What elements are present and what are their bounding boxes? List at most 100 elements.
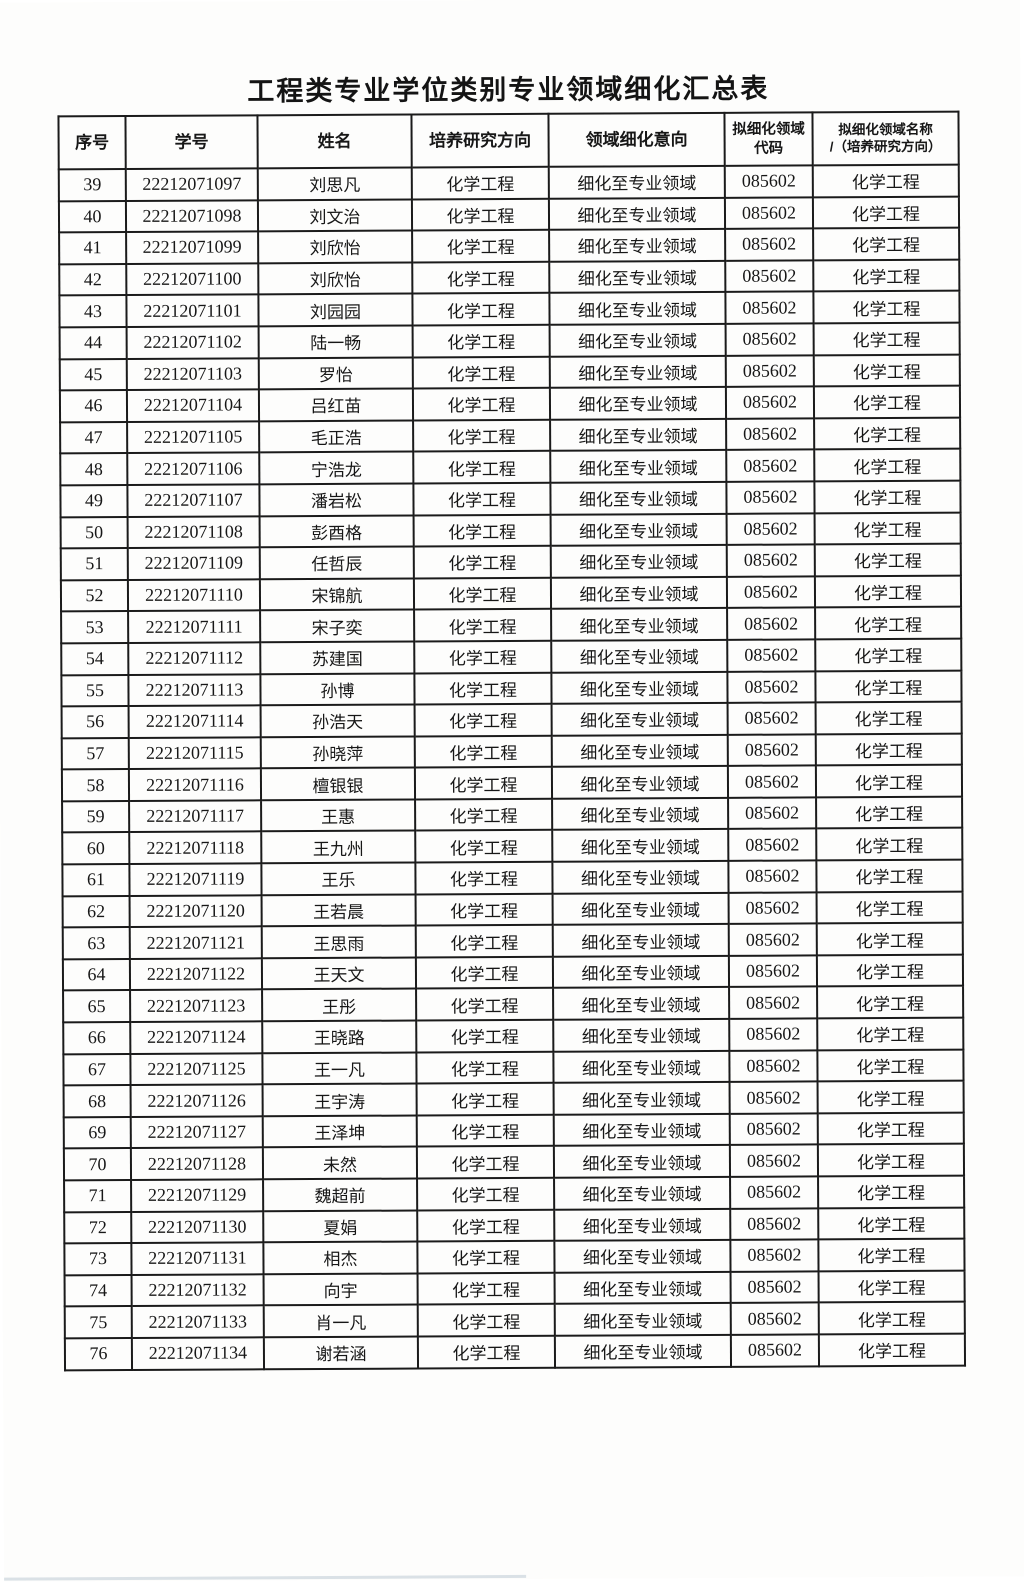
cell-name: 潘岩松: [259, 483, 414, 516]
cell-name: 魏超前: [263, 1178, 418, 1211]
cell-research-direction: 化学工程: [416, 1146, 555, 1179]
table-row: 67 22212071125 王一凡 化学工程 细化至专业领域 085602 化学工程: [63, 1049, 964, 1086]
cell-research-direction: 化学工程: [415, 956, 554, 989]
cell-index: 57: [61, 737, 129, 770]
cell-field-name: 化学工程: [812, 196, 960, 229]
cell-index: 61: [62, 864, 130, 897]
cell-field-name: 化学工程: [817, 1080, 964, 1114]
cell-field-code: 085602: [725, 354, 814, 388]
cell-name: 宋锦航: [259, 578, 415, 611]
cell-field-name: 化学工程: [815, 670, 962, 703]
cell-field-code: 085602: [730, 1334, 820, 1367]
cell-field-code: 085602: [727, 734, 816, 767]
cell-name: 夏娟: [263, 1210, 418, 1243]
cell-field-name: 化学工程: [813, 385, 961, 419]
cell-field-code: 085602: [728, 923, 817, 956]
cell-name: 肖一凡: [263, 1304, 418, 1338]
cell-field-name: 化学工程: [817, 1049, 964, 1082]
table-row: 46 22212071104 吕红苗 化学工程 细化至专业领域 085602 化学工程: [59, 385, 961, 423]
cell-field-name: 化学工程: [814, 543, 961, 577]
cell-student-id: 22212071106: [127, 452, 260, 485]
cell-field-code: 085602: [728, 860, 817, 893]
cell-research-direction: 化学工程: [417, 1240, 555, 1274]
cell-student-id: 22212071099: [126, 231, 259, 264]
cell-student-id: 22212071105: [127, 421, 260, 454]
cell-index: 65: [63, 990, 131, 1023]
cell-name: 刘园园: [258, 293, 413, 327]
cell-name: 未然: [262, 1146, 418, 1180]
cell-research-direction: 化学工程: [417, 1177, 555, 1211]
cell-name: 相杰: [263, 1241, 418, 1275]
cell-field-name: 化学工程: [818, 1238, 965, 1272]
cell-field-code: 085602: [729, 1081, 818, 1114]
cell-index: 71: [64, 1180, 132, 1212]
column-header: 姓名: [257, 114, 412, 169]
cell-field-code: 085602: [725, 323, 814, 356]
cell-index: 62: [62, 895, 130, 928]
cell-field-code: 085602: [726, 576, 816, 609]
table-row: 72 22212071130 夏娟 化学工程 细化至专业领域 085602 化学工程: [64, 1207, 965, 1244]
cell-index: 56: [61, 706, 129, 739]
cell-field-name: 化学工程: [816, 954, 964, 987]
cell-refinement-intention: 细化至专业领域: [552, 797, 729, 831]
cell-field-code: 085602: [724, 165, 813, 198]
cell-student-id: 22212071116: [128, 768, 262, 801]
cell-research-direction: 化学工程: [416, 988, 554, 1021]
cell-research-direction: 化学工程: [415, 925, 553, 958]
cell-index: 66: [63, 1022, 131, 1054]
cell-name: 王彤: [262, 988, 417, 1022]
cell-name: 孙晓萍: [260, 736, 415, 769]
cell-research-direction: 化学工程: [412, 324, 550, 358]
table-row: 53 22212071111 宋子奕 化学工程 细化至专业领域 085602 化学工程: [61, 606, 962, 644]
cell-refinement-intention: 细化至专业领域: [551, 766, 729, 799]
cell-student-id: 22212071115: [128, 737, 261, 770]
table-header-row: 序号 学号 姓名 培养研究方向 领域细化意向 拟细化领域 代码 拟细化领域名称 /（培养研究…: [58, 111, 959, 170]
cell-research-direction: 化学工程: [413, 545, 551, 579]
cell-field-code: 085602: [729, 1113, 818, 1146]
cell-research-direction: 化学工程: [416, 1019, 554, 1053]
cell-research-direction: 化学工程: [415, 893, 553, 926]
cell-index: 51: [60, 548, 128, 581]
cell-refinement-intention: 细化至专业领域: [551, 608, 728, 641]
cell-refinement-intention: 细化至专业领域: [549, 292, 726, 325]
cell-field-name: 化学工程: [817, 1112, 964, 1145]
cell-field-code: 085602: [730, 1271, 819, 1304]
page-title: 工程类专业学位类别专业领域细化汇总表: [247, 73, 770, 107]
cell-field-name: 化学工程: [818, 1270, 965, 1303]
cell-index: 63: [62, 927, 130, 960]
cell-field-code: 085602: [728, 797, 817, 830]
column-header: 培养研究方向: [411, 113, 549, 168]
cell-field-name: 化学工程: [818, 1333, 966, 1366]
table-row: 45 22212071103 罗怡 化学工程 细化至专业领域 085602 化学工程: [59, 354, 960, 391]
cell-name: 刘文治: [257, 199, 413, 232]
cell-field-name: 化学工程: [816, 891, 963, 924]
cell-index: 69: [63, 1116, 131, 1149]
cell-refinement-intention: 细化至专业领域: [553, 987, 730, 1020]
cell-research-direction: 化学工程: [413, 419, 551, 452]
cell-research-direction: 化学工程: [413, 451, 551, 484]
cell-refinement-intention: 细化至专业领域: [553, 1113, 730, 1147]
cell-field-name: 化学工程: [815, 764, 963, 798]
cell-field-name: 化学工程: [818, 1175, 965, 1208]
cell-field-name: 化学工程: [818, 1302, 965, 1335]
table-row: 41 22212071099 刘欣怡 化学工程 细化至专业领域 085602 化学工程: [59, 227, 960, 265]
cell-field-name: 化学工程: [816, 859, 963, 893]
cell-refinement-intention: 细化至专业领域: [549, 323, 726, 357]
cell-research-direction: 化学工程: [416, 1051, 554, 1084]
cell-refinement-intention: 细化至专业领域: [554, 1208, 731, 1241]
cell-research-direction: 化学工程: [411, 166, 549, 200]
table-row: 58 22212071116 檀银银 化学工程 细化至专业领域 085602 化学工程: [61, 764, 963, 802]
cell-student-id: 22212071113: [128, 673, 261, 707]
cell-field-name: 化学工程: [813, 354, 960, 387]
cell-refinement-intention: 细化至专业领域: [550, 513, 727, 546]
cell-name: 谢若涵: [263, 1336, 419, 1369]
table-row: 69 22212071127 王泽坤 化学工程 细化至专业领域 085602 化学工程: [63, 1112, 964, 1149]
cell-research-direction: 化学工程: [412, 293, 550, 326]
cell-student-id: 22212071112: [128, 642, 261, 675]
cell-research-direction: 化学工程: [413, 482, 551, 516]
cell-research-direction: 化学工程: [414, 767, 553, 800]
cell-index: 50: [60, 516, 128, 549]
cell-name: 向宇: [263, 1273, 418, 1306]
cell-index: 48: [60, 453, 128, 486]
